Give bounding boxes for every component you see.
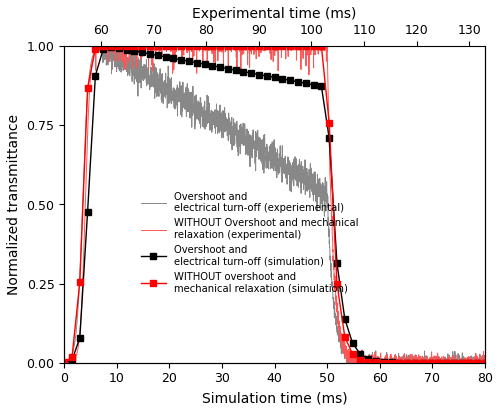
Overshoot and
electrical turn-off (simulation) <box>443 360 449 365</box>
Y-axis label: Normalized transmittance: Normalized transmittance <box>7 114 21 295</box>
Overshoot and
electrical turn-off (experiemental) <box>110 53 116 58</box>
Overshoot and
electrical turn-off (simulation) <box>482 360 488 365</box>
WITHOUT Overshoot and mechanical
relaxation (experimental) <box>474 354 480 359</box>
WITHOUT overshoot and
mechanical relaxation (simulation) <box>108 44 114 49</box>
Overshoot and
electrical turn-off (experiemental) <box>428 362 434 367</box>
Overshoot and
electrical turn-off (experiemental) <box>482 362 488 367</box>
WITHOUT overshoot and
mechanical relaxation (simulation) <box>162 44 168 49</box>
Overshoot and
electrical turn-off (experiemental) <box>61 360 67 365</box>
WITHOUT overshoot and
mechanical relaxation (simulation) <box>61 360 67 365</box>
WITHOUT Overshoot and mechanical
relaxation (experimental) <box>428 359 434 364</box>
Overshoot and
electrical turn-off (experiemental) <box>241 140 247 145</box>
WITHOUT overshoot and
mechanical relaxation (simulation) <box>225 44 231 49</box>
Overshoot and
electrical turn-off (simulation) <box>116 46 122 51</box>
Overshoot and
electrical turn-off (simulation) <box>474 360 480 365</box>
Overshoot and
electrical turn-off (simulation) <box>170 56 176 61</box>
WITHOUT overshoot and
mechanical relaxation (simulation) <box>474 360 480 365</box>
Overshoot and
electrical turn-off (experiemental) <box>222 121 228 126</box>
Overshoot and
electrical turn-off (simulation) <box>61 360 67 365</box>
Legend: Overshoot and
electrical turn-off (experiemental), WITHOUT Overshoot and mechani: Overshoot and electrical turn-off (exper… <box>141 192 358 293</box>
Overshoot and
electrical turn-off (experiemental) <box>474 361 480 366</box>
WITHOUT overshoot and
mechanical relaxation (simulation) <box>178 44 184 49</box>
X-axis label: Experimental time (ms): Experimental time (ms) <box>192 7 357 21</box>
WITHOUT Overshoot and mechanical
relaxation (experimental) <box>241 40 247 45</box>
WITHOUT Overshoot and mechanical
relaxation (experimental) <box>134 41 140 46</box>
Overshoot and
electrical turn-off (experiemental) <box>353 367 359 372</box>
Overshoot and
electrical turn-off (experiemental) <box>98 37 104 42</box>
Line: Overshoot and
electrical turn-off (experiemental): Overshoot and electrical turn-off (exper… <box>64 40 485 369</box>
WITHOUT overshoot and
mechanical relaxation (simulation) <box>443 360 449 365</box>
WITHOUT Overshoot and mechanical
relaxation (experimental) <box>350 367 356 372</box>
WITHOUT Overshoot and mechanical
relaxation (experimental) <box>61 360 67 365</box>
WITHOUT Overshoot and mechanical
relaxation (experimental) <box>482 353 488 358</box>
Line: WITHOUT Overshoot and mechanical
relaxation (experimental): WITHOUT Overshoot and mechanical relaxat… <box>64 40 485 369</box>
Overshoot and
electrical turn-off (simulation) <box>108 44 114 49</box>
Overshoot and
electrical turn-off (simulation) <box>225 66 231 71</box>
Overshoot and
electrical turn-off (simulation) <box>147 52 153 56</box>
Line: WITHOUT overshoot and
mechanical relaxation (simulation): WITHOUT overshoot and mechanical relaxat… <box>61 43 488 366</box>
WITHOUT Overshoot and mechanical
relaxation (experimental) <box>109 44 115 49</box>
WITHOUT Overshoot and mechanical
relaxation (experimental) <box>154 37 160 42</box>
Overshoot and
electrical turn-off (experiemental) <box>134 64 140 69</box>
WITHOUT overshoot and
mechanical relaxation (simulation) <box>482 360 488 365</box>
X-axis label: Simulation time (ms): Simulation time (ms) <box>202 391 348 405</box>
Line: Overshoot and
electrical turn-off (simulation): Overshoot and electrical turn-off (simul… <box>61 44 488 366</box>
WITHOUT overshoot and
mechanical relaxation (simulation) <box>139 44 145 49</box>
WITHOUT Overshoot and mechanical
relaxation (experimental) <box>222 42 228 47</box>
